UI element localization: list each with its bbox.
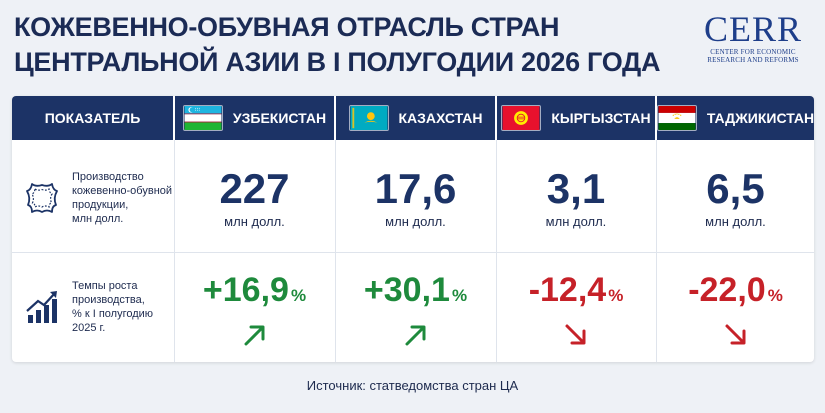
label-line: 2025 г. — [72, 322, 106, 334]
header-uzbekistan: УЗБЕКИСТАН — [175, 96, 334, 140]
header-tajikistan: ТАДЖИКИСТАН — [656, 96, 814, 140]
column-divider — [335, 140, 336, 362]
production-label-text: Производство кожевенно-обувной продукции… — [72, 170, 172, 226]
label-line: % к I полугодию — [72, 308, 154, 320]
header-indicator-label: ПОКАЗАТЕЛЬ — [44, 110, 141, 126]
header-kazakhstan: КАЗАХСТАН — [336, 96, 495, 140]
uzbekistan-flag-icon — [182, 105, 223, 131]
country-name-kazakhstan: КАЗАХСТАН — [398, 110, 483, 126]
production-value: 6,5 — [706, 165, 765, 212]
tajikistan-flag-icon — [656, 105, 697, 131]
cerr-logo: CERR Center for Economic Research and Re… — [699, 10, 807, 64]
production-unit: млн долл. — [224, 214, 285, 229]
column-divider — [496, 140, 497, 362]
logo-sub-2: Research and Reforms — [707, 56, 799, 64]
growth-value: +16,9% — [175, 270, 334, 316]
production-unit: млн долл. — [545, 214, 607, 229]
growth-number: -12,4 — [528, 271, 607, 309]
production-kyrgyzstan: 3,1 млн долл. — [497, 165, 655, 230]
row-divider — [12, 252, 814, 253]
header-kyrgyzstan: КЫРГЫЗСТАН — [497, 96, 655, 140]
country-name-uzbekistan: УЗБЕКИСТАН — [232, 110, 327, 126]
growth-value: -12,4% — [497, 270, 655, 316]
label-line: кожевенно-обувной — [72, 185, 173, 197]
growth-number: +16,9 — [202, 271, 289, 309]
page-title: КОЖЕВЕННО-ОБУВНАЯ ОТРАСЛЬ СТРАН ЦЕНТРАЛЬ… — [14, 10, 661, 80]
growth-value: -22,0% — [657, 270, 814, 316]
arrow-down-icon — [565, 324, 586, 345]
growth-tajikistan: -22,0% — [657, 270, 814, 348]
label-line: Производство — [72, 171, 144, 183]
growth-unit: % — [608, 286, 624, 305]
growth-kyrgyzstan: -12,4% — [497, 270, 655, 348]
growth-number: -22,0 — [688, 271, 766, 309]
growth-uzbekistan: +16,9% — [175, 270, 334, 348]
row-label-production: Производство кожевенно-обувной продукции… — [12, 154, 173, 242]
arrow-down-icon — [725, 324, 745, 345]
production-uzbekistan: 227 млн долл. — [175, 165, 334, 230]
kazakhstan-flag-icon — [348, 105, 389, 131]
kyrgyzstan-flag-icon — [501, 105, 542, 131]
country-name-tajikistan: ТАДЖИКИСТАН — [706, 110, 814, 126]
production-kazakhstan: 17,6 млн долл. — [336, 165, 495, 230]
growth-value: +30,1% — [336, 270, 495, 316]
logo-word: CERR — [703, 9, 803, 49]
logo-sub-1: Center for Economic — [710, 48, 796, 56]
production-tajikistan: 6,5 млн долл. — [657, 165, 814, 230]
growth-unit: % — [767, 286, 783, 305]
production-value: 3,1 — [546, 165, 606, 212]
production-unit: млн долл. — [705, 214, 766, 229]
title-line-2: ЦЕНТРАЛЬНОЙ АЗИИ В I ПОЛУГОДИИ 2026 ГОДА — [14, 47, 661, 77]
column-divider — [174, 140, 175, 362]
growth-unit: % — [290, 286, 307, 305]
growth-label-text: Темпы роста производства, % к I полугоди… — [72, 279, 153, 335]
label-line: Темпы роста — [72, 280, 138, 292]
indicator-table: ПОКАЗАТЕЛЬ УЗБЕКИСТАН КАЗАХСТАН — [12, 96, 814, 362]
source-note: Источник: статведомства стран ЦА — [306, 378, 519, 393]
row-label-growth: Темпы роста производства, % к I полугоди… — [12, 262, 173, 352]
label-line: продукции, — [72, 199, 129, 211]
country-name-kyrgyzstan: КЫРГЫЗСТАН — [551, 110, 651, 126]
label-line: производства, — [72, 294, 145, 306]
label-line: млн долл. — [72, 213, 124, 225]
growth-unit: % — [451, 286, 468, 305]
production-value: 17,6 — [374, 165, 457, 212]
header-indicator: ПОКАЗАТЕЛЬ — [12, 96, 173, 140]
growth-kazakhstan: +30,1% — [336, 270, 495, 348]
title-line-1: КОЖЕВЕННО-ОБУВНАЯ ОТРАСЛЬ СТРАН — [14, 12, 560, 42]
production-unit: млн долл. — [385, 214, 446, 229]
arrow-up-icon — [405, 325, 425, 346]
arrow-up-icon — [244, 325, 264, 346]
leather-hide-icon — [26, 183, 58, 213]
growth-number: +30,1 — [363, 271, 450, 309]
production-value: 227 — [219, 165, 290, 212]
growth-chart-icon — [26, 291, 57, 323]
column-divider — [656, 140, 657, 362]
